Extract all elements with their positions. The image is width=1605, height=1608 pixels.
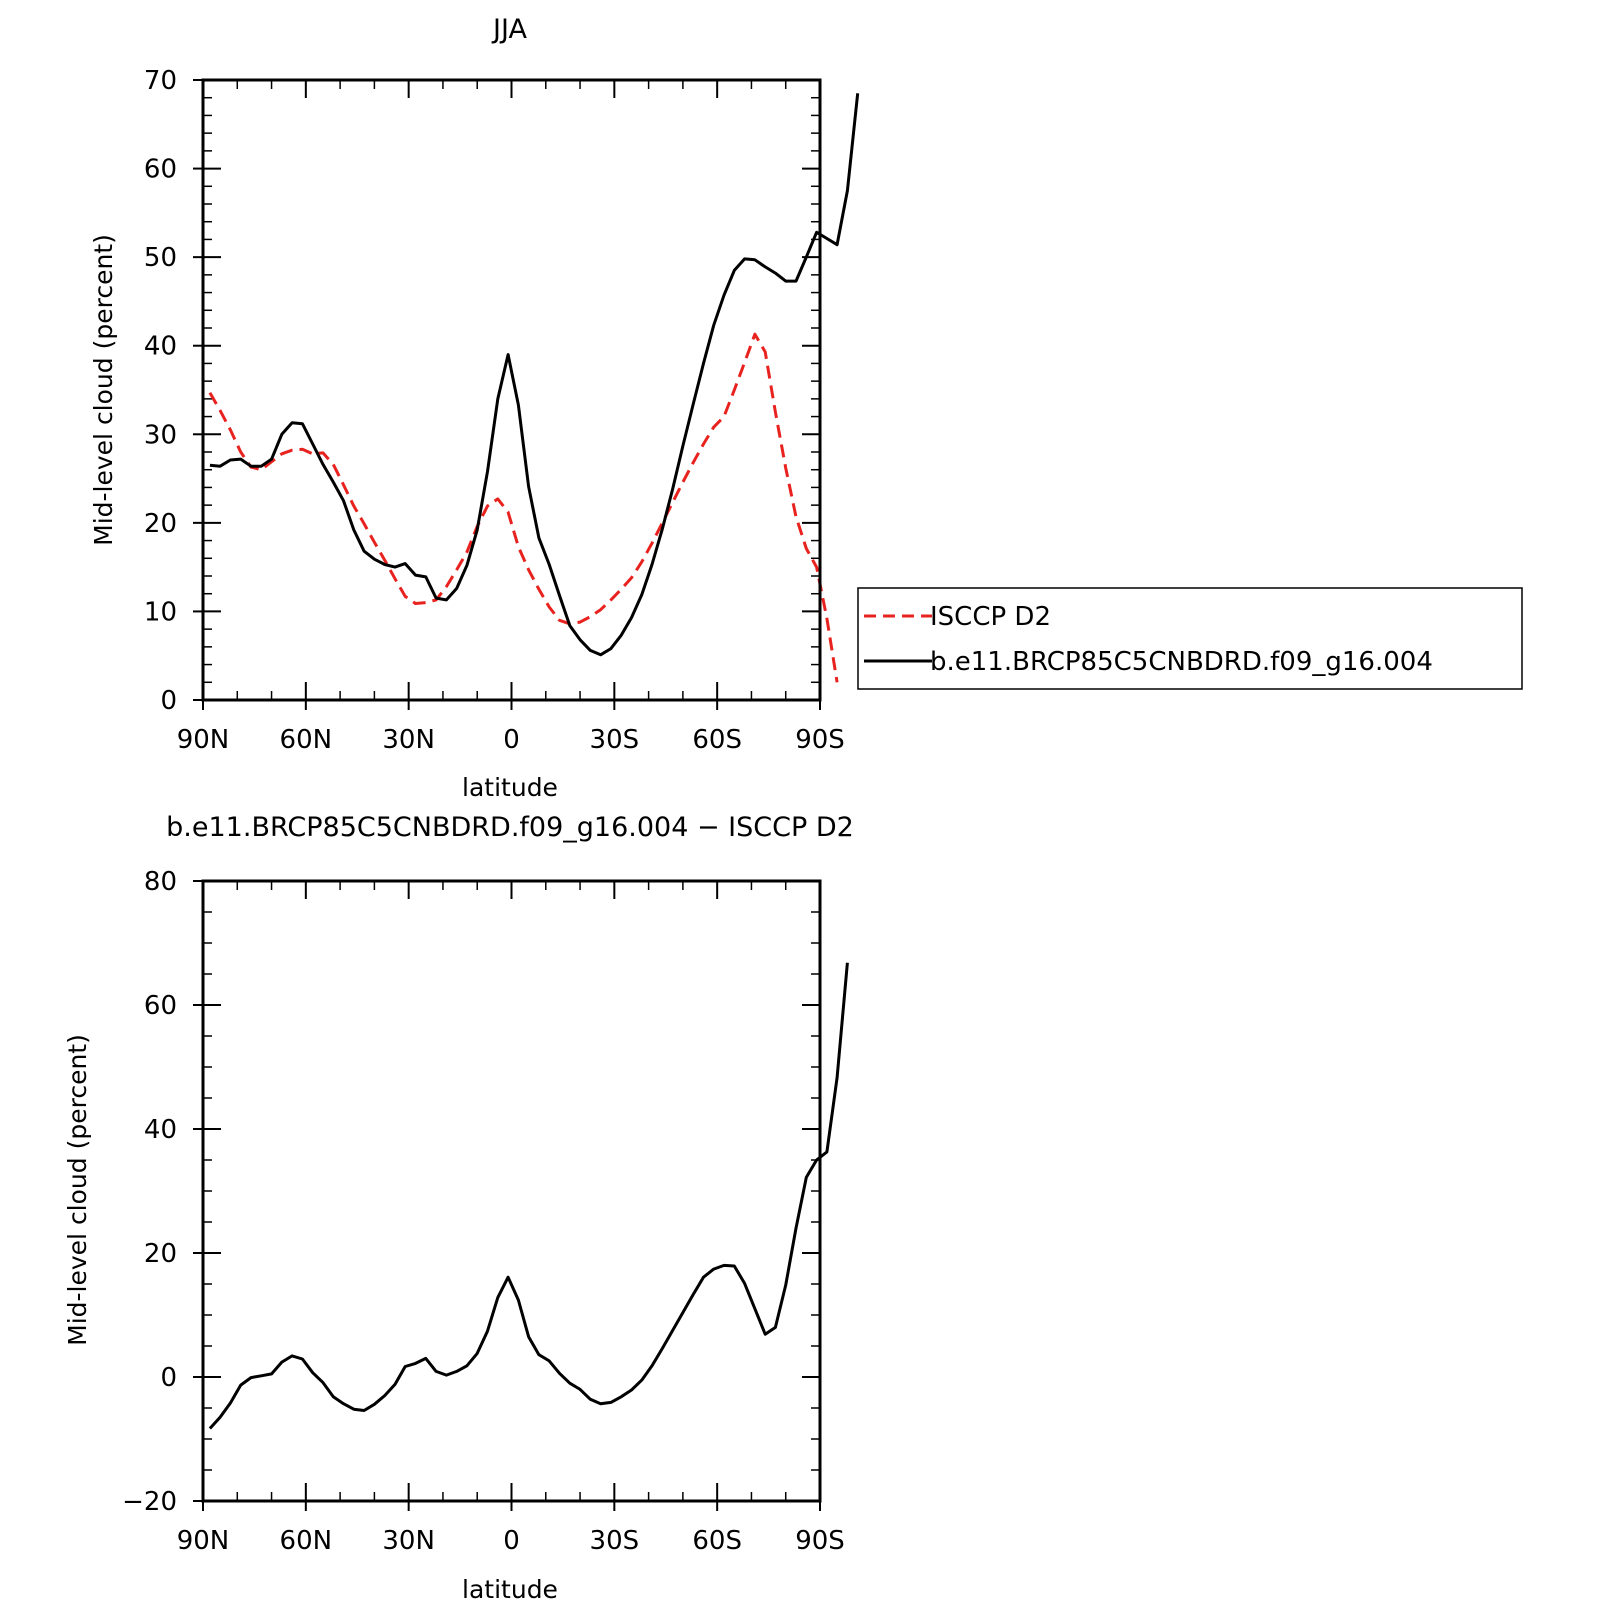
y-tick-label: 70 [144, 66, 177, 96]
y-tick-label: 60 [144, 155, 177, 185]
top-chart-ticks [193, 79, 821, 710]
bottom-chart-x-tick-labels: 90N 60N 30N 0 30S 60S 90S [177, 1526, 845, 1556]
x-tick-label: 90S [795, 725, 845, 755]
x-tick-label: 90N [177, 1526, 230, 1556]
y-tick-label: 20 [144, 1239, 177, 1269]
series-line-0 [208, 962, 849, 1430]
y-tick-label: 40 [144, 1115, 177, 1145]
x-tick-label: 60N [280, 725, 333, 755]
y-tick-label: 50 [144, 243, 177, 273]
x-tick-label: 30N [382, 725, 435, 755]
legend: ISCCP D2 b.e11.BRCP85C5CNBDRD.f09_g16.00… [857, 587, 1523, 690]
bottom-chart-y-axis-label: Mid-level cloud (percent) [63, 1034, 92, 1346]
bottom-chart-frame [201, 879, 822, 1503]
x-tick-label: 90N [177, 725, 230, 755]
top-chart: JJA 90N 60N 30N 0 30S 60S 90S 010203040506070 … [89, 14, 1523, 802]
legend-label-isccp: ISCCP D2 [930, 602, 1051, 632]
bottom-chart: b.e11.BRCP85C5CNBDRD.f09_g16.004 − ISCCP… [63, 812, 854, 1604]
bottom-chart-series [208, 962, 849, 1430]
bottom-chart-x-axis-label: latitude [462, 1575, 558, 1604]
x-tick-label: 90S [795, 1526, 845, 1556]
x-tick-label: 30N [382, 1526, 435, 1556]
x-tick-label: 0 [503, 1526, 520, 1556]
y-tick-label: 60 [144, 991, 177, 1021]
x-tick-label: 60N [280, 1526, 333, 1556]
y-tick-label: 40 [144, 332, 177, 362]
y-tick-label: 30 [144, 420, 177, 450]
legend-label-model: b.e11.BRCP85C5CNBDRD.f09_g16.004 [930, 647, 1433, 677]
top-chart-title: JJA [491, 14, 527, 45]
x-tick-label: 30S [590, 725, 640, 755]
bottom-chart-y-tick-labels: −20 0 20 40 60 80 [122, 867, 177, 1517]
bottom-chart-ticks [193, 880, 821, 1511]
top-chart-series [208, 93, 860, 683]
top-chart-x-tick-labels: 90N 60N 30N 0 30S 60S 90S [177, 725, 845, 755]
top-chart-y-axis-label: Mid-level cloud (percent) [89, 234, 118, 546]
x-tick-label: 30S [590, 1526, 640, 1556]
y-tick-label: −20 [122, 1487, 177, 1517]
top-chart-frame [201, 78, 822, 702]
y-tick-label: 0 [160, 686, 177, 716]
top-chart-y-tick-labels: 0 10 20 30 40 50 60 70 [144, 66, 177, 716]
x-tick-label: 0 [503, 725, 520, 755]
bottom-chart-title: b.e11.BRCP85C5CNBDRD.f09_g16.004 − ISCCP… [166, 812, 854, 843]
y-tick-label: 20 [144, 509, 177, 539]
x-tick-label: 60S [692, 725, 742, 755]
top-chart-x-axis-label: latitude [462, 773, 558, 802]
y-tick-label: 80 [144, 867, 177, 897]
y-tick-label: 10 [144, 597, 177, 627]
x-tick-label: 60S [692, 1526, 742, 1556]
y-tick-label: 0 [160, 1363, 177, 1393]
series-line-1 [209, 93, 860, 657]
series-line-0 [208, 332, 839, 683]
legend-box [857, 587, 1523, 690]
